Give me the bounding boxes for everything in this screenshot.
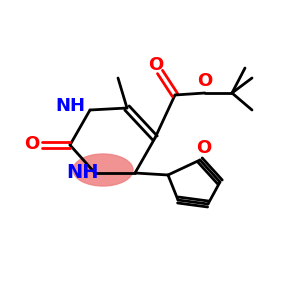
Text: NH: NH (67, 163, 99, 182)
Ellipse shape (73, 154, 133, 186)
Text: O: O (197, 72, 213, 90)
Text: O: O (196, 139, 211, 157)
Text: NH: NH (55, 97, 85, 115)
Text: O: O (24, 135, 40, 153)
Text: O: O (148, 56, 164, 74)
